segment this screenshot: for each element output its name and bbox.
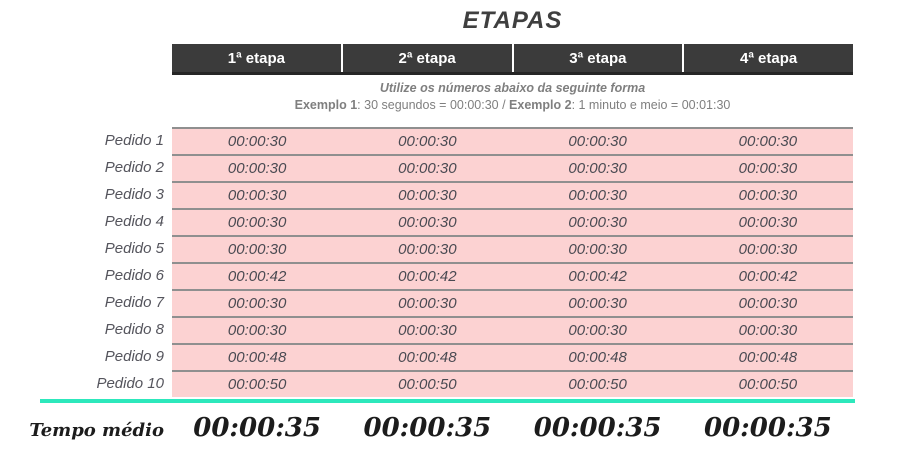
row-cells: 00:00:30 00:00:30 00:00:30 00:00:30 bbox=[172, 235, 853, 262]
time-cell[interactable]: 00:00:30 bbox=[568, 322, 627, 339]
time-cell[interactable]: 00:00:30 bbox=[568, 133, 627, 150]
time-cell[interactable]: 00:00:30 bbox=[227, 133, 287, 150]
instructions-line-2: Exemplo 1: 30 segundos = 00:00:30 / Exem… bbox=[172, 97, 853, 114]
time-cell[interactable]: 00:00:50 bbox=[398, 376, 457, 393]
time-cell[interactable]: 00:00:50 bbox=[227, 376, 287, 393]
table-row: Pedido 9 00:00:48 00:00:48 00:00:48 00:00:4… bbox=[0, 343, 901, 370]
page-title: ETAPAS bbox=[462, 7, 563, 34]
row-label: Pedido 7 bbox=[104, 294, 164, 311]
time-cell[interactable]: 00:00:30 bbox=[227, 214, 287, 231]
time-cell[interactable]: 00:00:30 bbox=[568, 241, 627, 258]
time-cell[interactable]: 00:00:42 bbox=[738, 268, 798, 285]
row-label: Pedido 9 bbox=[104, 348, 164, 365]
average-row: Tempo médio 00:00:35 00:00:35 00:00:35 0… bbox=[0, 408, 901, 451]
row-cells: 00:00:30 00:00:30 00:00:30 00:00:30 bbox=[172, 154, 853, 181]
time-cell[interactable]: 00:00:30 bbox=[227, 187, 287, 204]
row-cells: 00:00:30 00:00:30 00:00:30 00:00:30 bbox=[172, 316, 853, 343]
time-cell[interactable]: 00:00:30 bbox=[738, 160, 798, 177]
row-label: Pedido 3 bbox=[104, 186, 164, 203]
row-label: Pedido 10 bbox=[96, 375, 164, 392]
row-label: Pedido 2 bbox=[104, 159, 164, 176]
row-label: Pedido 4 bbox=[104, 213, 164, 230]
time-cell[interactable]: 00:00:30 bbox=[398, 322, 457, 339]
row-label: Pedido 1 bbox=[104, 132, 164, 149]
table-row: Pedido 5 00:00:30 00:00:30 00:00:30 00:00:3… bbox=[0, 235, 901, 262]
table-row: Pedido 7 00:00:30 00:00:30 00:00:30 00:00:3… bbox=[0, 289, 901, 316]
table-row: Pedido 8 00:00:30 00:00:30 00:00:30 00:00:3… bbox=[0, 316, 901, 343]
table-row: Pedido 10 00:00:50 00:00:50 00:00:50 00:00:… bbox=[0, 370, 901, 397]
row-cells: 00:00:30 00:00:30 00:00:30 00:00:30 bbox=[172, 127, 853, 154]
time-cell[interactable]: 00:00:30 bbox=[738, 295, 798, 312]
time-cell[interactable]: 00:00:30 bbox=[738, 187, 798, 204]
row-cells: 00:00:48 00:00:48 00:00:48 00:00:48 bbox=[172, 343, 853, 370]
average-value-etapa-4: 00:00:35 bbox=[704, 413, 832, 443]
time-cell[interactable]: 00:00:42 bbox=[398, 268, 457, 285]
time-cell[interactable]: 00:00:48 bbox=[568, 349, 627, 366]
time-cell[interactable]: 00:00:30 bbox=[398, 214, 457, 231]
etapas-table: ETAPAS 1ª etapa 2ª etapa 3ª etapa 4ª eta… bbox=[172, 6, 853, 114]
average-value-etapa-3: 00:00:35 bbox=[533, 413, 662, 443]
average-value-etapa-2: 00:00:35 bbox=[363, 413, 492, 443]
time-cell[interactable]: 00:00:50 bbox=[568, 376, 627, 393]
time-cell[interactable]: 00:00:30 bbox=[227, 295, 287, 312]
time-cell[interactable]: 00:00:48 bbox=[227, 349, 287, 366]
time-cell[interactable]: 00:00:30 bbox=[398, 187, 457, 204]
example-2-text: : 1 minuto e meio = 00:01:30 bbox=[571, 98, 731, 112]
time-cell[interactable]: 00:00:30 bbox=[568, 187, 627, 204]
example-2-label: Exemplo 2 bbox=[509, 98, 572, 112]
table-row: Pedido 2 00:00:30 00:00:30 00:00:30 00:00:3… bbox=[0, 154, 901, 181]
average-values: 00:00:35 00:00:35 00:00:35 00:00:35 bbox=[172, 408, 853, 448]
row-cells: 00:00:50 00:00:50 00:00:50 00:00:50 bbox=[172, 370, 853, 397]
time-cell[interactable]: 00:00:50 bbox=[738, 376, 798, 393]
time-cell[interactable]: 00:00:30 bbox=[398, 133, 457, 150]
table-row: Pedido 3 00:00:30 00:00:30 00:00:30 00:00:3… bbox=[0, 181, 901, 208]
time-cell[interactable]: 00:00:30 bbox=[738, 322, 798, 339]
column-header-etapa-1: 1ª etapa bbox=[227, 49, 285, 67]
time-cell[interactable]: 00:00:30 bbox=[738, 214, 798, 231]
row-label: Pedido 5 bbox=[104, 240, 164, 257]
stage-header-row: 1ª etapa 2ª etapa 3ª etapa 4ª etapa bbox=[172, 44, 853, 75]
time-cell[interactable]: 00:00:42 bbox=[227, 268, 287, 285]
time-cell[interactable]: 00:00:30 bbox=[738, 133, 798, 150]
column-header-etapa-3: 3ª etapa bbox=[511, 44, 683, 72]
row-label: Pedido 6 bbox=[104, 267, 164, 284]
average-value-etapa-1: 00:00:35 bbox=[193, 413, 321, 443]
pedido-rows: Pedido 1 00:00:30 00:00:30 00:00:30 00:00:3… bbox=[0, 127, 901, 397]
column-header-etapa-2: 2ª etapa bbox=[340, 44, 512, 72]
table-row: Pedido 1 00:00:30 00:00:30 00:00:30 00:00:3… bbox=[0, 127, 901, 154]
time-cell[interactable]: 00:00:30 bbox=[568, 160, 627, 177]
time-cell[interactable]: 00:00:30 bbox=[227, 160, 287, 177]
table-row: Pedido 4 00:00:30 00:00:30 00:00:30 00:00:3… bbox=[0, 208, 901, 235]
time-cell[interactable]: 00:00:30 bbox=[738, 241, 798, 258]
time-cell[interactable]: 00:00:30 bbox=[568, 214, 627, 231]
row-cells: 00:00:30 00:00:30 00:00:30 00:00:30 bbox=[172, 181, 853, 208]
teal-divider bbox=[40, 399, 855, 403]
time-cell[interactable]: 00:00:30 bbox=[398, 295, 457, 312]
row-cells: 00:00:42 00:00:42 00:00:42 00:00:42 bbox=[172, 262, 853, 289]
instructions-line-1: Utilize os números abaixo da seguinte fo… bbox=[379, 81, 646, 95]
time-cell[interactable]: 00:00:30 bbox=[227, 322, 287, 339]
time-cell[interactable]: 00:00:30 bbox=[398, 160, 457, 177]
row-cells: 00:00:30 00:00:30 00:00:30 00:00:30 bbox=[172, 208, 853, 235]
row-cells: 00:00:30 00:00:30 00:00:30 00:00:30 bbox=[172, 289, 853, 316]
time-cell[interactable]: 00:00:30 bbox=[398, 241, 457, 258]
time-cell[interactable]: 00:00:48 bbox=[398, 349, 457, 366]
row-label: Pedido 8 bbox=[104, 321, 164, 338]
time-cell[interactable]: 00:00:48 bbox=[738, 349, 798, 366]
example-1-label: Exemplo 1 bbox=[294, 98, 358, 112]
example-1-text: : 30 segundos = 00:00:30 / bbox=[357, 98, 510, 112]
instructions-block: Utilize os números abaixo da seguinte fo… bbox=[172, 80, 853, 114]
average-row-label: Tempo médio bbox=[29, 420, 164, 441]
table-row: Pedido 6 00:00:42 00:00:42 00:00:42 00:00:4… bbox=[0, 262, 901, 289]
time-cell[interactable]: 00:00:30 bbox=[568, 295, 627, 312]
column-header-etapa-4: 4ª etapa bbox=[682, 44, 853, 72]
time-cell[interactable]: 00:00:42 bbox=[568, 268, 627, 285]
time-cell[interactable]: 00:00:30 bbox=[227, 241, 287, 258]
